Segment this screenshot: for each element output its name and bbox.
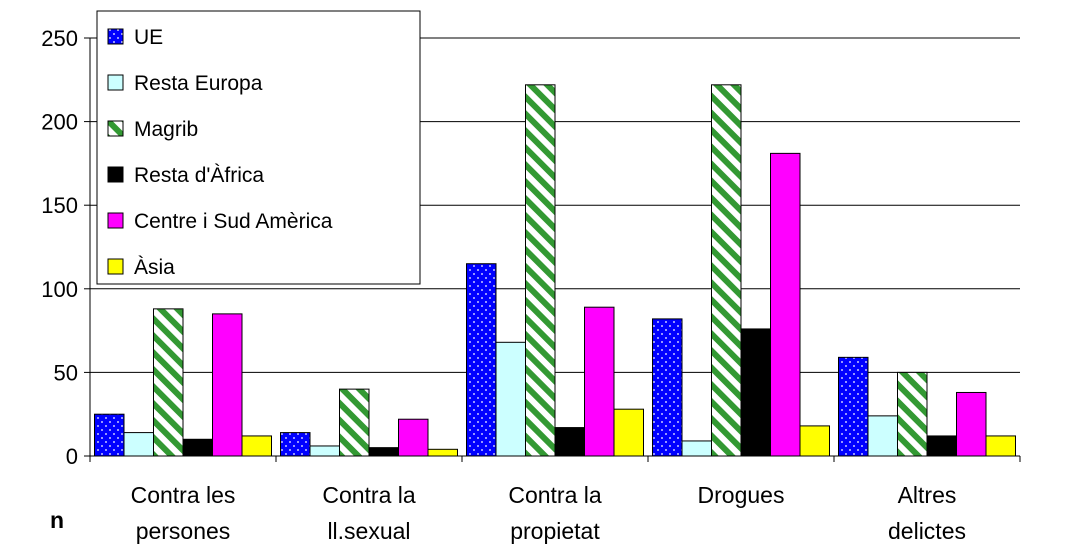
bar--sia bbox=[799, 425, 830, 457]
bar-resta-d-frica bbox=[740, 328, 771, 457]
bar-resta-europa bbox=[867, 415, 898, 457]
legend: UE Resta Europa Magrib Resta d'Àfrica Centre… bbox=[96, 10, 421, 285]
bar-resta-d-frica bbox=[554, 427, 585, 457]
bar-resta-europa bbox=[309, 445, 340, 457]
bar-resta-europa bbox=[123, 432, 154, 457]
bar-ue bbox=[280, 432, 311, 457]
bar--sia bbox=[985, 435, 1016, 457]
bar-centre-i-sud-am-rica bbox=[212, 313, 243, 457]
y-tick-label: 250 bbox=[41, 26, 78, 51]
legend-swatch bbox=[107, 74, 124, 91]
category-label: Contra les bbox=[131, 482, 236, 508]
bar-resta-d-frica bbox=[368, 447, 399, 457]
category-label: Drogues bbox=[698, 482, 785, 508]
legend-swatch bbox=[107, 28, 124, 45]
bar-ue bbox=[838, 356, 869, 457]
y-tick-label: 0 bbox=[66, 444, 78, 469]
category-label: persones bbox=[136, 518, 231, 544]
bar-centre-i-sud-am-rica bbox=[398, 418, 429, 457]
bar-centre-i-sud-am-rica bbox=[770, 152, 801, 457]
legend-box bbox=[96, 10, 421, 285]
bar--sia bbox=[613, 408, 644, 457]
legend-swatch bbox=[107, 258, 124, 275]
bar-resta-d-frica bbox=[182, 438, 213, 457]
bar-ue bbox=[652, 318, 683, 457]
legend-swatch bbox=[107, 120, 124, 137]
bar-magrib bbox=[153, 308, 184, 457]
y-tick-label: 50 bbox=[54, 360, 78, 385]
bar-magrib bbox=[339, 388, 370, 457]
x-axis-label: n bbox=[50, 507, 64, 533]
legend-label: Àsia bbox=[134, 256, 175, 279]
category-label: propietat bbox=[510, 518, 600, 544]
category-label: Altres bbox=[898, 482, 957, 508]
bar-magrib bbox=[897, 371, 928, 457]
category-label: Contra la bbox=[508, 482, 602, 508]
bar-centre-i-sud-am-rica bbox=[584, 306, 615, 457]
bar-resta-europa bbox=[681, 440, 712, 457]
y-tick-label: 150 bbox=[41, 193, 78, 218]
legend-label: Magrib bbox=[134, 118, 198, 141]
bar--sia bbox=[427, 448, 458, 457]
bar-magrib bbox=[711, 84, 742, 457]
bar-ue bbox=[466, 263, 497, 457]
legend-label: UE bbox=[134, 26, 163, 49]
legend-label: Centre i Sud Amèrica bbox=[134, 210, 333, 233]
y-tick-label: 100 bbox=[41, 277, 78, 302]
legend-label: Resta d'Àfrica bbox=[134, 164, 264, 187]
bar-centre-i-sud-am-rica bbox=[956, 391, 987, 457]
y-tick-label: 200 bbox=[41, 110, 78, 135]
legend-label: Resta Europa bbox=[134, 72, 263, 95]
legend-swatch bbox=[107, 166, 124, 183]
category-label: Contra la bbox=[322, 482, 416, 508]
bar-magrib bbox=[525, 84, 556, 457]
category-label: ll.sexual bbox=[327, 518, 410, 544]
bar-resta-d-frica bbox=[926, 435, 957, 457]
bar--sia bbox=[241, 435, 272, 457]
legend-swatch bbox=[107, 212, 124, 229]
bar-resta-europa bbox=[495, 341, 526, 457]
category-label: delictes bbox=[888, 518, 966, 544]
axis-labels: 0 50 100 150 200 250 Contra les persones Contra … bbox=[41, 26, 966, 544]
bars bbox=[94, 84, 1016, 457]
bar-ue bbox=[94, 413, 125, 457]
